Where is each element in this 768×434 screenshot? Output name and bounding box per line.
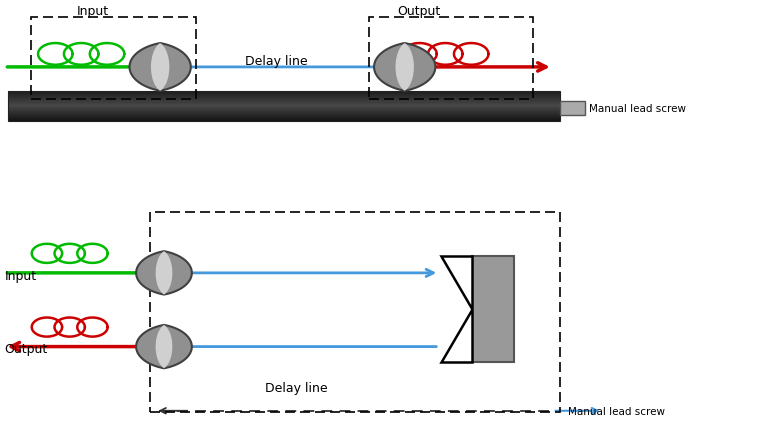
Bar	[8, 103, 561, 104]
Bar	[8, 100, 561, 101]
Bar	[8, 115, 561, 116]
Text: Delay line: Delay line	[264, 381, 327, 395]
Bar	[8, 113, 561, 114]
Bar	[8, 110, 561, 111]
Bar	[8, 104, 561, 105]
Polygon shape	[136, 325, 192, 368]
Bar	[8, 97, 561, 98]
Bar	[31, 18, 196, 100]
Bar	[8, 98, 561, 99]
Bar	[8, 119, 561, 120]
Bar	[8, 108, 561, 110]
Bar	[151, 213, 561, 412]
Polygon shape	[156, 325, 172, 368]
Text: Output: Output	[5, 342, 48, 355]
Polygon shape	[442, 256, 472, 309]
Polygon shape	[442, 309, 472, 362]
Text: Delay line: Delay line	[245, 55, 308, 68]
Polygon shape	[151, 44, 169, 92]
Bar	[8, 101, 561, 102]
Bar	[472, 256, 515, 362]
Bar	[8, 112, 561, 113]
Bar	[8, 116, 561, 117]
Bar	[8, 95, 561, 97]
Text: Manual lead screw: Manual lead screw	[590, 103, 687, 113]
Text: Input: Input	[5, 269, 37, 282]
Bar	[8, 92, 561, 94]
Text: Output: Output	[397, 5, 440, 18]
Bar	[8, 94, 561, 95]
Bar	[8, 114, 561, 115]
Polygon shape	[156, 252, 172, 295]
Polygon shape	[136, 252, 192, 295]
Bar	[8, 92, 561, 122]
Text: Input: Input	[77, 5, 109, 18]
Bar	[561, 102, 585, 115]
Text: Manual lead screw: Manual lead screw	[568, 406, 665, 416]
Polygon shape	[396, 44, 414, 92]
Bar	[8, 120, 561, 121]
Bar	[8, 111, 561, 112]
Bar	[8, 105, 561, 107]
Bar	[8, 117, 561, 118]
Bar	[8, 107, 561, 108]
Bar	[8, 118, 561, 119]
Bar	[8, 102, 561, 103]
Bar	[8, 121, 561, 122]
Bar	[8, 99, 561, 100]
Bar	[369, 18, 534, 100]
Polygon shape	[374, 44, 435, 92]
Polygon shape	[130, 44, 190, 92]
